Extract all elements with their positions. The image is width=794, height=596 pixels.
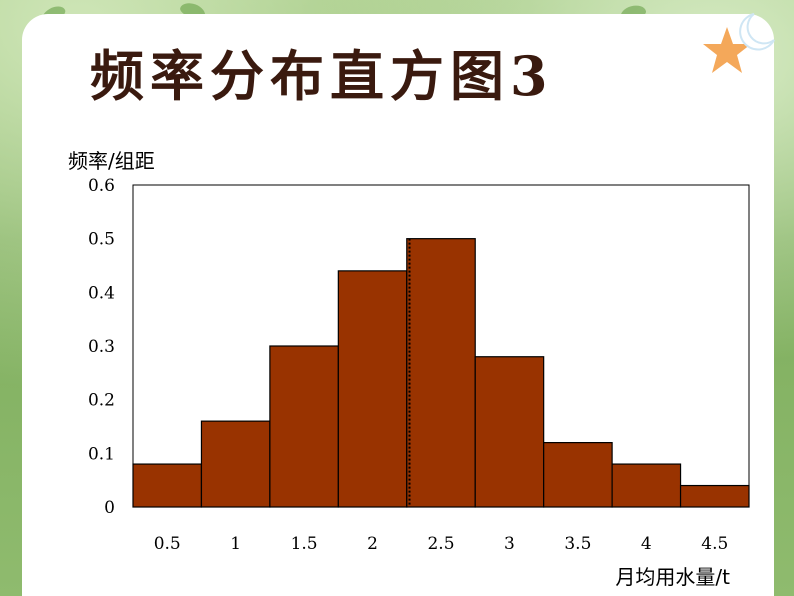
y-tick-label: 0.4: [88, 283, 115, 303]
y-tick-label: 0.5: [88, 230, 115, 250]
y-tick-label: 0.3: [88, 337, 115, 357]
histogram-bar: [679, 484, 750, 508]
histogram-bar: [269, 345, 339, 508]
x-tick-label: 1: [230, 534, 241, 554]
histogram-bar: [474, 356, 545, 508]
y-axis-label: 频率/组距: [68, 149, 155, 173]
y-tick-label: 0.2: [88, 391, 115, 411]
x-tick-label: 3: [504, 534, 515, 554]
histogram-bar: [132, 463, 203, 508]
x-tick-label: 4: [641, 534, 652, 554]
x-tick-label: 2.5: [427, 534, 454, 554]
y-tick-label: 0.6: [88, 176, 115, 196]
histogram-bar: [200, 420, 271, 508]
y-tick-label: 0.1: [88, 444, 115, 464]
histogram-bar: [611, 463, 682, 508]
x-tick-label: 2: [367, 534, 378, 554]
histogram-bar: [406, 238, 476, 508]
x-tick-label: 4.5: [701, 534, 728, 554]
y-tick-label: 0: [104, 498, 115, 518]
moon-icon: [739, 13, 775, 51]
x-tick-label: 1.5: [291, 534, 318, 554]
star-icon: [703, 27, 751, 73]
x-tick-label: 0.5: [154, 534, 181, 554]
slide-title: 频率分布直方图3: [90, 44, 554, 108]
histogram-bar: [337, 270, 408, 508]
x-axis-label: 月均用水量/t: [615, 565, 730, 589]
x-tick-label: 3.5: [564, 534, 591, 554]
histogram-bar: [543, 442, 613, 508]
